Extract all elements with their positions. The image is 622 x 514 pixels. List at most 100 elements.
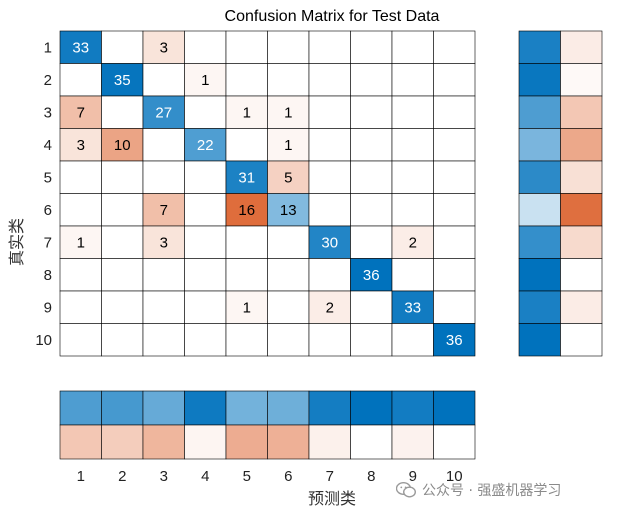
matrix-cell — [142, 160, 185, 194]
matrix-cell — [59, 225, 102, 259]
matrix-cell — [184, 193, 227, 227]
matrix-cell — [225, 63, 268, 97]
cell-value-label: 1 — [201, 72, 209, 89]
matrix-cell — [101, 63, 144, 97]
x-axis-label: 预测类 — [308, 489, 356, 508]
cell-value-label: 1 — [243, 299, 251, 316]
matrix-cell — [267, 290, 310, 324]
y-tick-label: 1 — [44, 39, 52, 56]
row-summary-correct-cell — [518, 290, 561, 324]
matrix-cell — [142, 63, 185, 97]
column-summary-incorrect-cell — [225, 424, 268, 460]
column-summary-incorrect-cell — [142, 424, 185, 460]
y-tick-label: 9 — [44, 299, 52, 316]
matrix-cell — [267, 63, 310, 97]
matrix-cell — [391, 128, 434, 162]
column-summary — [59, 390, 476, 460]
matrix-cell — [59, 323, 102, 357]
cell-value-label: 35 — [114, 72, 131, 89]
column-summary-correct-cell — [350, 390, 393, 426]
matrix-cell — [433, 193, 476, 227]
matrix-cell — [142, 290, 185, 324]
x-tick-label: 1 — [77, 468, 85, 485]
column-summary-correct-cell — [225, 390, 268, 426]
row-summary-correct-cell — [518, 160, 561, 194]
matrix-cell — [267, 193, 310, 227]
matrix-cell — [433, 160, 476, 194]
matrix-cell — [142, 258, 185, 292]
column-summary-correct-cell — [142, 390, 185, 426]
column-summary-incorrect-cell — [391, 424, 434, 460]
row-summary-correct-cell — [518, 193, 561, 227]
row-summary — [518, 30, 603, 357]
row-summary-incorrect-cell — [560, 95, 603, 129]
cell-value-label: 36 — [363, 267, 380, 284]
matrix-cell — [184, 95, 227, 129]
y-tick-label: 8 — [44, 267, 52, 284]
x-tick-label: 6 — [284, 468, 292, 485]
matrix-cell — [433, 30, 476, 64]
matrix-cell — [350, 258, 393, 292]
row-summary-incorrect-cell — [560, 160, 603, 194]
matrix-cell — [350, 323, 393, 357]
matrix-cell — [59, 160, 102, 194]
column-summary-correct-cell — [184, 390, 227, 426]
x-tick-label: 5 — [243, 468, 251, 485]
column-summary-incorrect-cell — [267, 424, 310, 460]
matrix-cell — [391, 290, 434, 324]
matrix-cell — [225, 30, 268, 64]
matrix-cell — [350, 63, 393, 97]
matrix-cell — [350, 95, 393, 129]
matrix-cell — [350, 193, 393, 227]
matrix-cell — [184, 160, 227, 194]
matrix-cell — [391, 323, 434, 357]
cell-value-label: 3 — [77, 137, 85, 154]
x-tick-label: 8 — [367, 468, 375, 485]
row-summary-incorrect-cell — [560, 323, 603, 357]
matrix-cell — [433, 290, 476, 324]
x-tick-label: 2 — [118, 468, 126, 485]
matrix-cell — [308, 63, 351, 97]
matrix-cell — [142, 30, 185, 64]
matrix-cell — [184, 30, 227, 64]
matrix-cell — [308, 160, 351, 194]
cell-value-label: 33 — [404, 299, 421, 316]
y-axis-label: 真实类 — [7, 218, 26, 266]
matrix-cell — [225, 323, 268, 357]
matrix-cell — [101, 128, 144, 162]
matrix-cell — [59, 63, 102, 97]
row-summary-incorrect-cell — [560, 128, 603, 162]
column-summary-incorrect-cell — [350, 424, 393, 460]
matrix-cell — [391, 63, 434, 97]
matrix-cell — [350, 290, 393, 324]
matrix-cell — [101, 160, 144, 194]
column-summary-correct-cell — [267, 390, 310, 426]
matrix-cell — [225, 258, 268, 292]
matrix-cell — [267, 160, 310, 194]
matrix-cell — [350, 225, 393, 259]
row-summary-correct-cell — [518, 258, 561, 292]
matrix-cell — [59, 30, 102, 64]
matrix-cell — [267, 128, 310, 162]
y-tick-label: 7 — [44, 234, 52, 251]
chart-title: Confusion Matrix for Test Data — [225, 8, 440, 25]
watermark: 公众号 · 强盛机器学习 — [396, 479, 561, 501]
cell-value-label: 7 — [77, 104, 85, 121]
column-summary-incorrect-cell — [101, 424, 144, 460]
column-summary-incorrect-cell — [433, 424, 476, 460]
matrix-cell — [391, 160, 434, 194]
matrix-cell — [433, 225, 476, 259]
matrix-cell — [391, 225, 434, 259]
column-summary-correct-cell — [101, 390, 144, 426]
row-summary-incorrect-cell — [560, 290, 603, 324]
matrix-cell — [433, 258, 476, 292]
matrix-cell — [391, 30, 434, 64]
cell-value-label: 7 — [160, 202, 168, 219]
row-summary-correct-cell — [518, 30, 561, 64]
cell-value-label: 1 — [284, 137, 292, 154]
matrix-cell — [308, 258, 351, 292]
row-summary-correct-cell — [518, 225, 561, 259]
matrix-cell — [225, 225, 268, 259]
matrix-cell — [267, 95, 310, 129]
